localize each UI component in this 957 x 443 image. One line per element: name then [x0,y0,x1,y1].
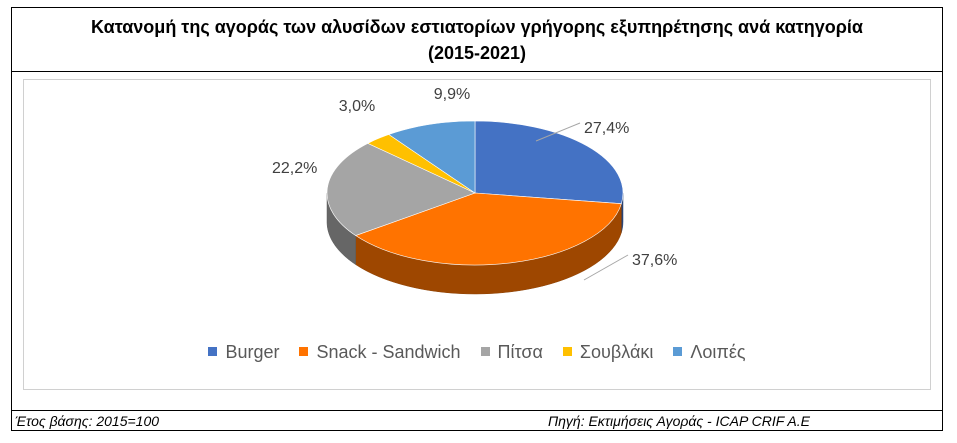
pie-slice-burger [474,120,624,205]
legend-label-pitsa: Πίτσα [497,342,543,362]
legend-label-souvlaki: Σουβλάκι [579,342,654,362]
legend-swatch-souvlaki [562,347,572,356]
legend: Burger Snack - Sandwich Πίτσα Σουβλάκι Λοιπέ… [24,342,930,363]
data-label-snack-sandwich: 37,6% [632,252,677,269]
legend-item-loipes: Λοιπές [673,342,746,363]
pie-slice-snack-sandwich [354,192,622,266]
legend-swatch-snack-sandwich [299,347,309,356]
data-label-pitsa: 22,2% [272,160,317,177]
legend-label-burger: Burger [225,342,280,362]
legend-swatch-burger [208,347,218,356]
legend-item-pitsa: Πίτσα [480,342,543,363]
data-label-burger: 27,4% [584,120,629,137]
pie-slice-pitsa [326,143,476,236]
legend-item-snack-sandwich: Snack - Sandwich [299,342,461,363]
chart-title-line-1: Κατανομή της αγοράς των αλυσίδων εστιατο… [91,17,863,37]
legend-item-souvlaki: Σουβλάκι [562,342,654,363]
pie-slice-loipes [388,120,476,194]
source-note: Πηγή: Εκτιμήσεις Αγοράς - ICAP CRIF A.E [548,413,810,429]
chart-title: Κατανομή της αγοράς των αλυσίδων εστιατο… [12,8,942,72]
legend-swatch-loipes [673,347,683,356]
chart-title-line-2: (2015-2021) [427,43,527,63]
chart-frame: Κατανομή της αγοράς των αλυσίδων εστιατο… [11,7,943,431]
data-label-loipes: 9,9% [434,86,470,103]
legend-label-loipes: Λοιπές [690,342,746,362]
chart-area: 27,4% 37,6% 22,2% 3,0% 9,9% Burger Snack - Sa… [23,79,931,390]
legend-item-burger: Burger [208,342,279,363]
leader-line-burger [535,122,581,142]
legend-swatch-pitsa [480,347,490,356]
data-label-souvlaki: 3,0% [339,98,375,115]
base-year-note: Έτος βάσης: 2015=100 [15,413,160,429]
leader-line-snack-sandwich [583,254,629,281]
legend-label-snack-sandwich: Snack - Sandwich [316,342,461,362]
pie-chart: 27,4% 37,6% 22,2% 3,0% 9,9% [272,86,677,295]
chart-footer: Έτος βάσης: 2015=100 Πηγή: Εκτιμήσεις Αγ… [12,410,942,431]
